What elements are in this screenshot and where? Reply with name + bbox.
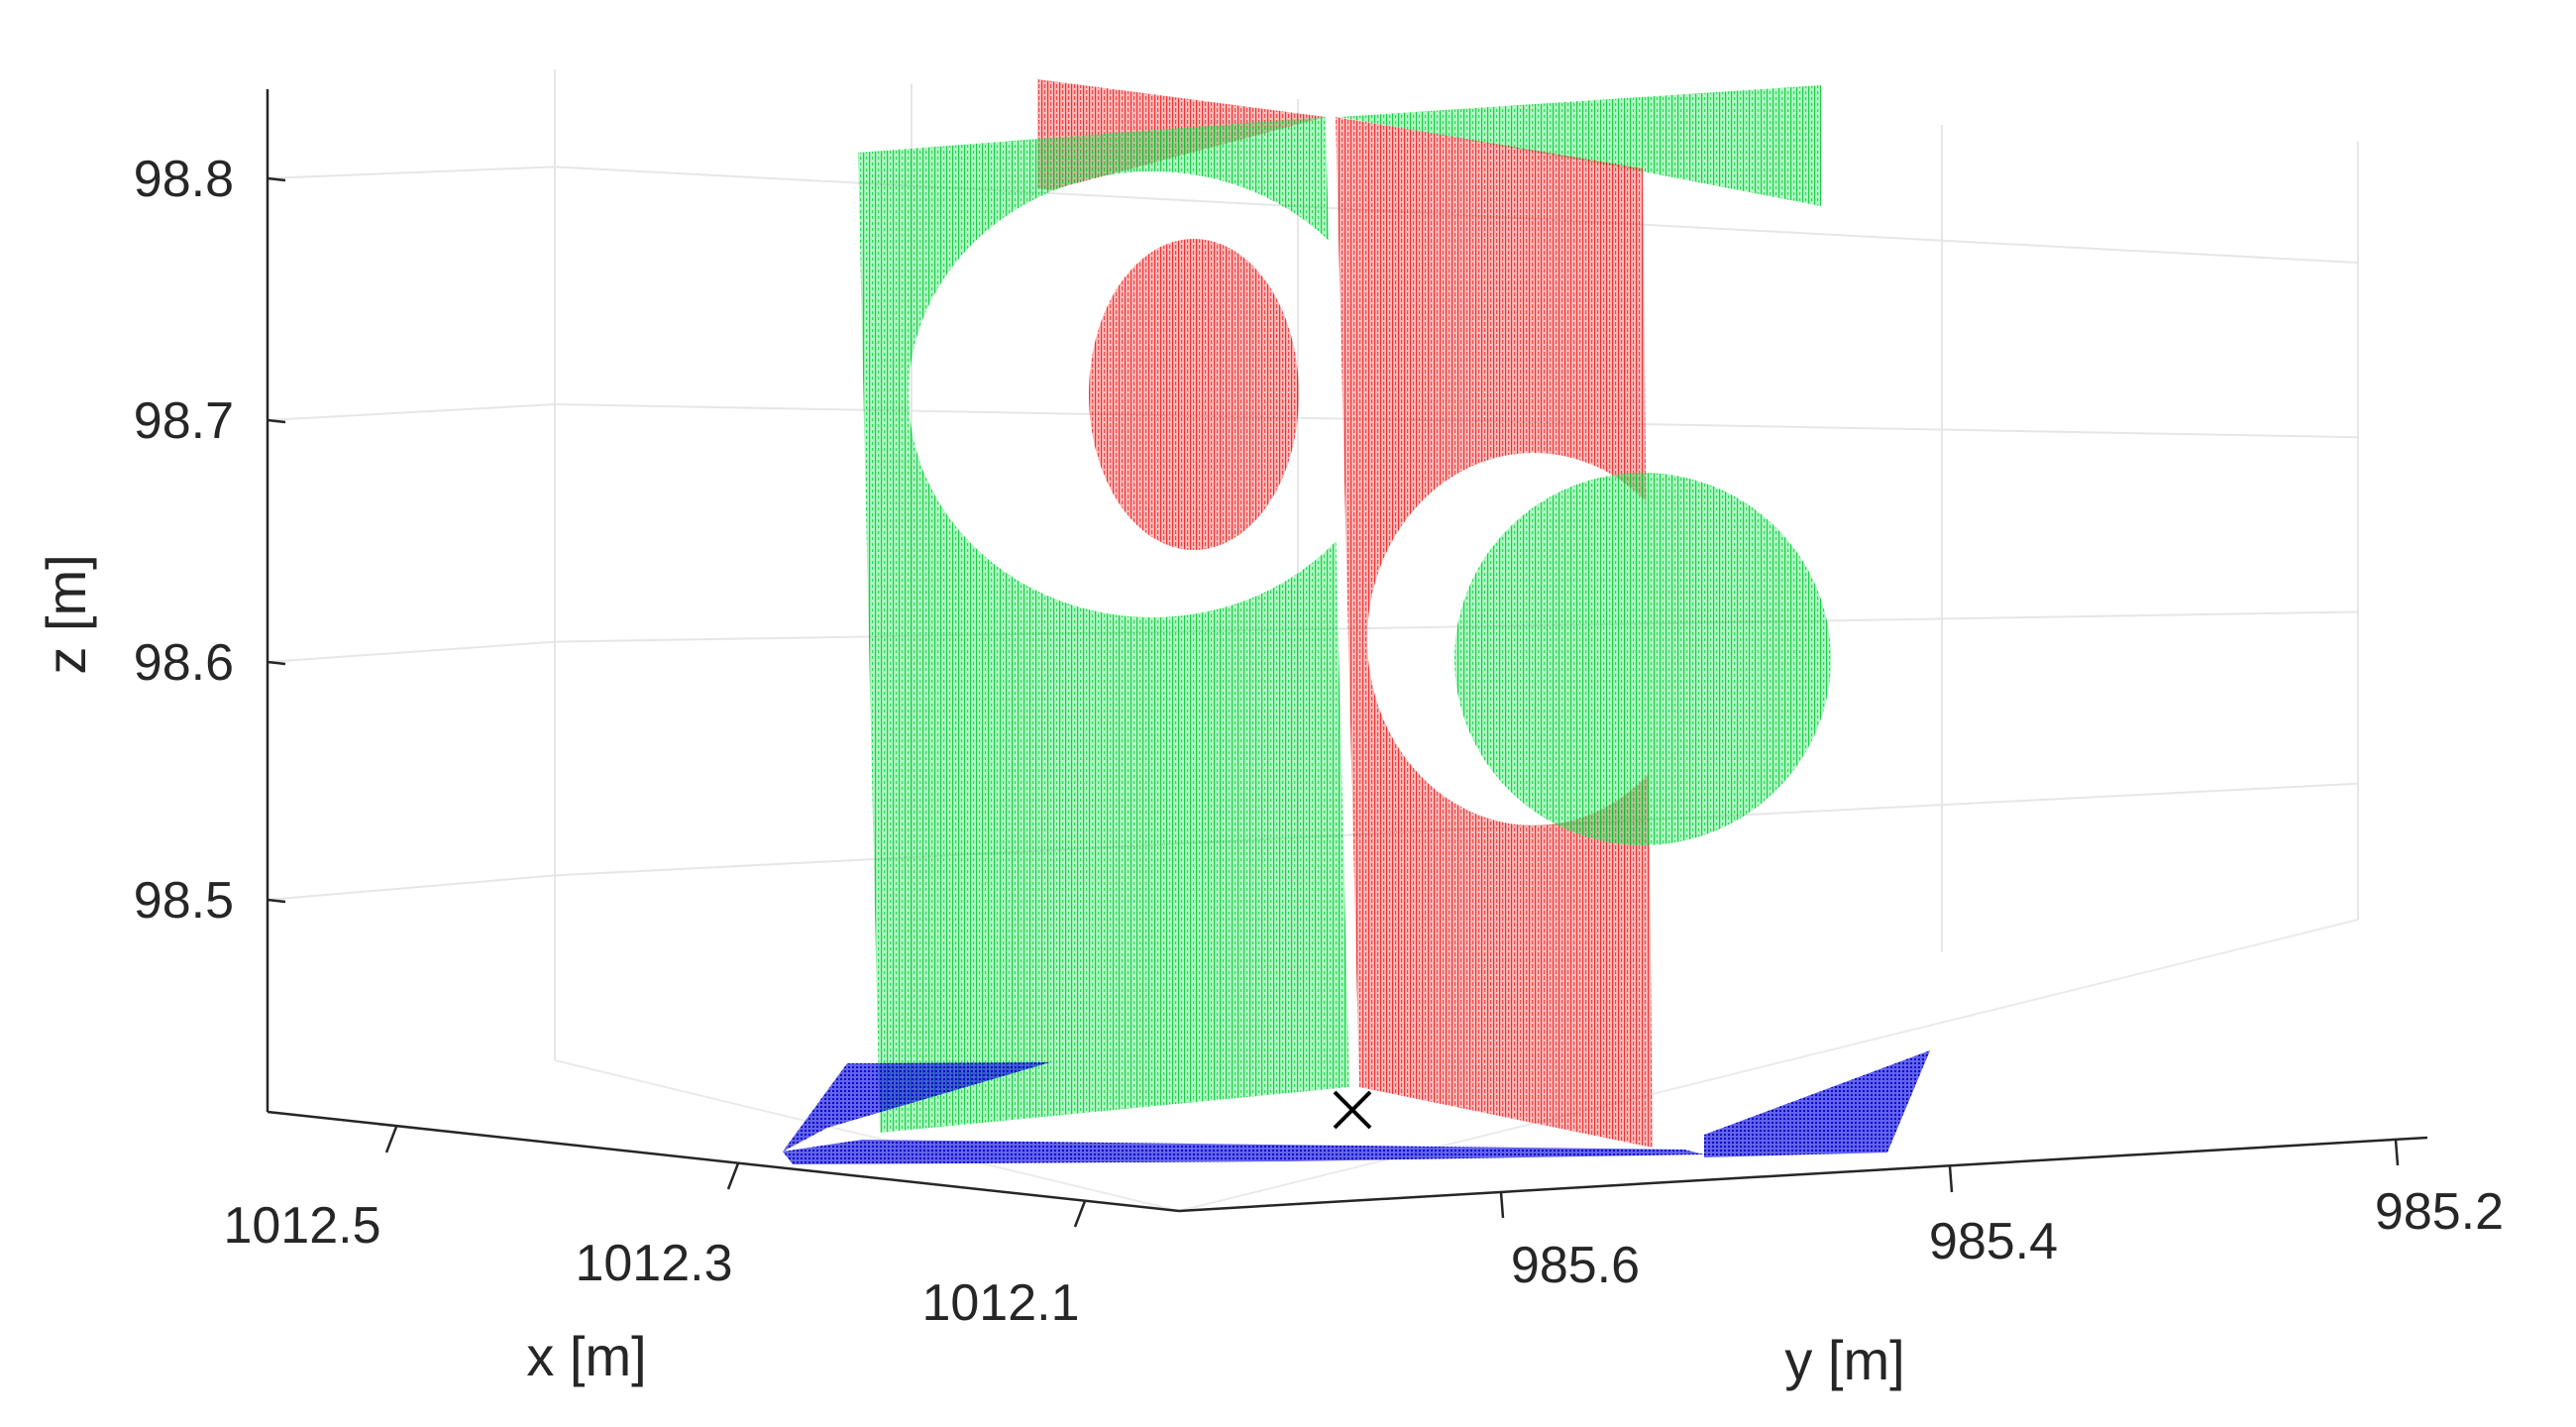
y-tick-mark [1948,1165,1954,1193]
tick-labels: 1012.5 1012.3 1012.1 985.6 985.4 985.2 98.8 98.… [134,151,2504,1332]
z-tick-label: 98.8 [134,151,234,208]
z-tick-label: 98.6 [134,634,234,692]
point-cloud-series [783,79,1930,1164]
x-axis-label: x [m] [526,1325,646,1387]
blue-ground-plane-right [1704,1050,1930,1157]
z-tick-label: 98.7 [134,392,234,450]
x-tick-mark [1073,1200,1087,1228]
floor-grid-line [554,1059,1180,1212]
x-marker [1333,1090,1372,1130]
green-plane [858,117,1349,1133]
y-tick-label: 985.6 [1511,1237,1640,1294]
y-axis-label: y [m] [1784,1329,1904,1391]
y-axis-line [1178,1136,2428,1213]
red-disk [1089,239,1299,550]
green-disk [1454,473,1831,845]
y-tick-mark [1499,1191,1505,1219]
axes-box [266,89,2428,1213]
z-tick-mark [267,418,286,424]
x-tick-label: 1012.5 [223,1197,380,1255]
blue-ground-plane-strip [783,1140,1704,1164]
axis-labels: x [m] y [m] z [m] [35,554,1905,1391]
x-tick-mark [726,1162,740,1190]
x-tick-mark [384,1126,398,1153]
y-tick-label: 985.4 [1929,1213,2058,1270]
z-tick-mark [267,660,286,666]
z-tick-mark [267,176,286,182]
floor-grid-line [1178,919,2359,1212]
x-tick-label: 1012.3 [575,1235,732,1292]
x-tick-label: 1012.1 [921,1274,1079,1332]
y-tick-mark [2394,1139,2400,1166]
blue-ground-plane-left [783,1062,1050,1152]
z-tick-mark [267,898,286,904]
z-tick-label: 98.5 [134,872,234,930]
y-tick-label: 985.2 [2375,1183,2504,1241]
z-axis-label: z [m] [35,554,97,674]
green-plane-back [1340,85,1821,206]
x-axis-line [267,1110,1180,1213]
